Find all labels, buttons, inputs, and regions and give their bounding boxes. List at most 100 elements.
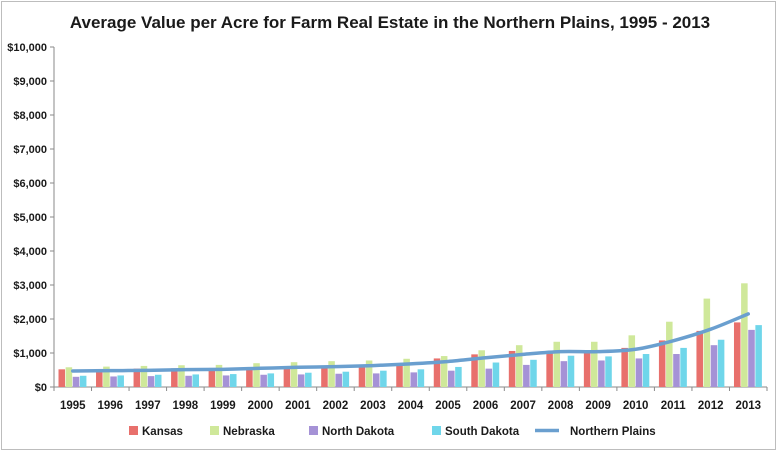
y-tick-label: $0 [35, 382, 47, 394]
x-tick-label: 2010 [623, 400, 649, 412]
bar-north-dakota [673, 354, 680, 387]
bar-north-dakota [147, 376, 155, 387]
bar-nebraska [65, 367, 73, 387]
bar-nebraska [591, 341, 598, 387]
bar-south-dakota [680, 347, 687, 387]
bar-kansas [133, 368, 141, 387]
bar-kansas [696, 330, 703, 387]
x-tick-label: 2011 [661, 400, 687, 412]
bar-north-dakota [523, 364, 530, 387]
x-tick-label: 2009 [585, 400, 611, 412]
bar-kansas [171, 368, 178, 387]
bar-nebraska [553, 341, 561, 387]
bar-north-dakota [110, 376, 117, 387]
bar-kansas [58, 369, 66, 387]
x-tick-label: 1997 [135, 400, 161, 412]
bar-south-dakota [342, 371, 350, 387]
x-tick-label: 2008 [548, 400, 574, 412]
bar-north-dakota [560, 361, 568, 387]
legend-swatch-nebraska [210, 426, 219, 435]
x-tick-label: 2004 [398, 400, 424, 412]
legend-label-kansas: Kansas [142, 426, 183, 438]
bar-north-dakota [710, 345, 718, 387]
bar-south-dakota [267, 373, 275, 387]
bar-north-dakota [485, 368, 493, 387]
bar-kansas [208, 367, 216, 387]
bar-nebraska [440, 356, 448, 387]
bar-south-dakota [492, 362, 500, 387]
northern-plains-line-group [71, 312, 750, 373]
bar-north-dakota [222, 375, 230, 387]
bars [58, 283, 762, 387]
bar-kansas [583, 351, 591, 387]
x-tick-label: 1996 [97, 400, 123, 412]
chart-title: Average Value per Acre for Farm Real Est… [70, 13, 710, 32]
x-tick-label: 2013 [735, 400, 761, 412]
x-tick-label: 1995 [60, 400, 86, 412]
bar-north-dakota [635, 358, 643, 387]
bar-south-dakota [380, 370, 387, 387]
bar-nebraska [403, 358, 410, 387]
legend-label-north-dakota: North Dakota [322, 426, 395, 438]
legend: Kansas Nebraska North Dakota South Dakota No… [129, 426, 656, 438]
bar-north-dakota [72, 376, 80, 387]
bar-south-dakota [117, 375, 124, 387]
legend-swatch-kansas [129, 426, 138, 435]
x-tick-label: 1999 [210, 400, 236, 412]
x-tick-label: 2007 [510, 400, 536, 412]
y-tick-label: $9,000 [13, 76, 47, 88]
bar-kansas [396, 363, 403, 387]
x-tick-label: 2003 [360, 400, 386, 412]
bar-nebraska [290, 362, 298, 387]
bar-kansas [471, 354, 478, 387]
bar-south-dakota [605, 356, 612, 387]
legend-label-nebraska: Nebraska [223, 426, 275, 438]
bar-nebraska [478, 350, 485, 387]
y-tick-label: $10,000 [7, 42, 47, 54]
bar-south-dakota [192, 374, 200, 387]
bar-kansas [358, 364, 366, 387]
y-tick-label: $7,000 [13, 144, 47, 156]
bar-nebraska [328, 361, 335, 387]
y-axis: $0 $1,000 $2,000 $3,000 $4,000 $5,000 $6,000 $7… [7, 42, 54, 394]
bar-south-dakota [530, 359, 537, 387]
bar-north-dakota [335, 373, 342, 387]
x-tick-label: 2002 [323, 400, 349, 412]
y-tick-label: $2,000 [13, 314, 47, 326]
bar-kansas [733, 322, 741, 387]
legend-label-northern-plains: Northern Plains [570, 426, 656, 438]
bar-north-dakota [448, 370, 455, 387]
y-tick-label: $8,000 [13, 110, 47, 122]
bar-south-dakota [79, 375, 87, 387]
x-tick-label: 2000 [248, 400, 274, 412]
bar-kansas [321, 365, 328, 387]
bar-north-dakota [748, 329, 755, 387]
bar-kansas [246, 367, 253, 387]
bar-kansas [546, 351, 553, 387]
bar-kansas [621, 347, 628, 387]
x-tick-label: 2006 [473, 400, 499, 412]
bar-north-dakota [260, 374, 267, 387]
bar-nebraska [628, 335, 636, 387]
bar-kansas [433, 358, 441, 387]
bar-kansas [283, 366, 291, 387]
x-tick-label: 2005 [435, 400, 461, 412]
bar-north-dakota [185, 375, 192, 387]
y-tick-label: $3,000 [13, 280, 47, 292]
legend-swatch-north-dakota [309, 426, 318, 435]
x-axis: 1995 1996 1997 1998 1999 2000 2001 2002 2003 2004… [53, 387, 768, 412]
bar-nebraska [703, 298, 711, 387]
x-tick-label: 1998 [173, 400, 199, 412]
bar-kansas [508, 350, 516, 387]
bar-nebraska [215, 364, 223, 387]
northern-plains-line [71, 312, 750, 373]
bar-nebraska [103, 366, 110, 387]
bar-nebraska [365, 360, 373, 387]
bar-kansas [658, 340, 666, 387]
bar-south-dakota [305, 372, 312, 387]
bar-nebraska [178, 365, 185, 387]
bar-nebraska [666, 321, 673, 387]
legend-label-south-dakota: South Dakota [445, 426, 520, 438]
x-tick-label: 2012 [698, 400, 724, 412]
